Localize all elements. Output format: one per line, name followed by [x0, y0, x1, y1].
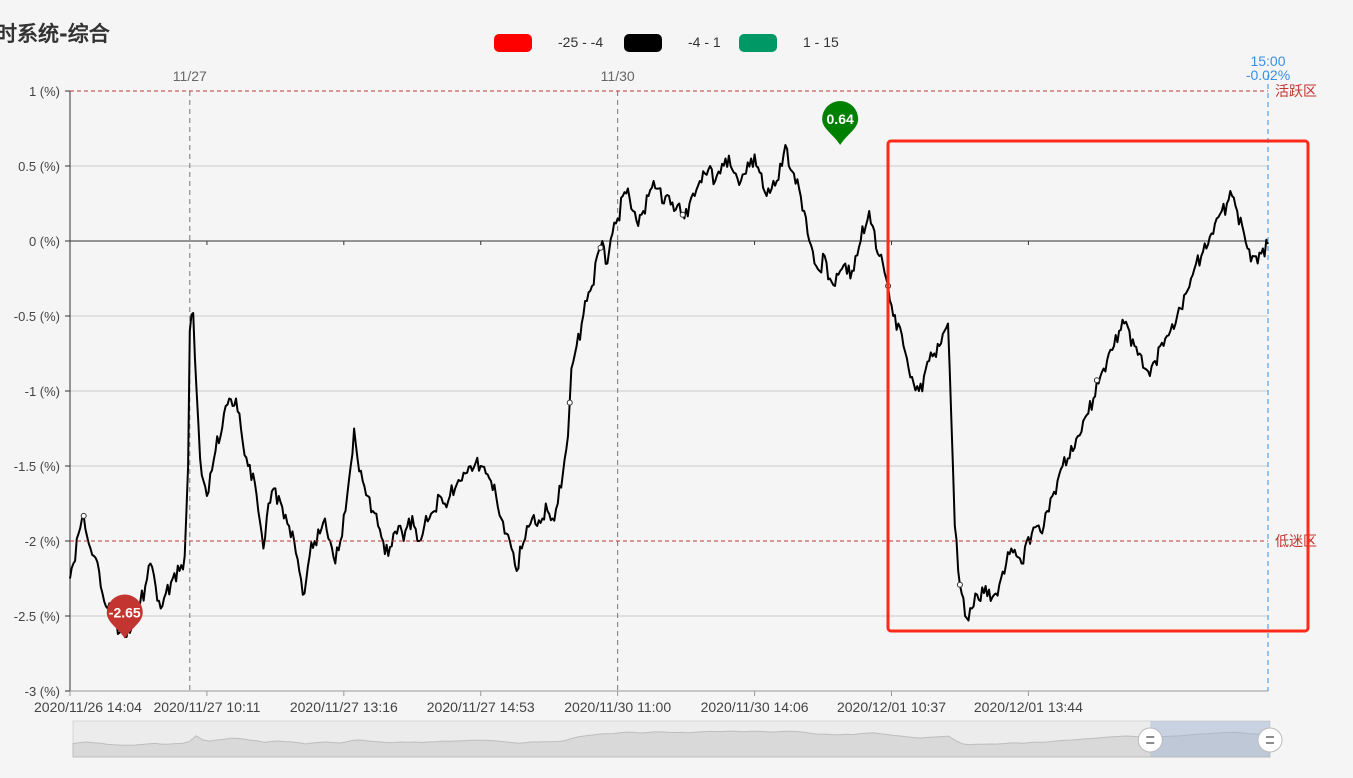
zoom-handle-knob [1137, 727, 1163, 753]
grid-lines [70, 91, 1268, 691]
legend-swatch [739, 34, 777, 52]
cursor-time-label: 15:00 [1250, 53, 1285, 69]
threshold-label: 活跃区 [1275, 83, 1317, 99]
x-tick-label: 2020/11/26 14:04 [34, 699, 142, 715]
y-tick-label: 0.5 (%) [18, 159, 60, 174]
y-tick-label: -0.5 (%) [14, 309, 60, 324]
data-point [1093, 377, 1100, 384]
highlight-box [886, 139, 1310, 633]
data-point [597, 244, 604, 251]
zoom-sparkline [72, 730, 1271, 758]
y-tick-label: 1 (%) [29, 84, 60, 99]
legend-swatch [624, 34, 662, 52]
x-tick-label: 2020/11/30 11:00 [564, 699, 671, 715]
cursor-value-label: -0.02% [1246, 67, 1290, 83]
x-tick-label: 2020/12/01 13:44 [974, 699, 1083, 715]
chart-title: 时系统-综合 [0, 22, 110, 46]
x-tick-label: 2020/12/01 10:37 [837, 699, 946, 715]
y-tick-label: -2.5 (%) [14, 609, 60, 624]
data-zoom[interactable] [72, 720, 1283, 758]
zoom-handle[interactable] [1137, 727, 1163, 753]
x-tick-label: 2020/11/30 14:06 [701, 699, 809, 715]
y-tick-label: -3 (%) [25, 684, 60, 699]
x-tick-label: 2020/11/27 14:53 [427, 699, 535, 715]
y-tick-label: -2 (%) [25, 534, 60, 549]
data-point [679, 211, 686, 218]
data-point [80, 512, 87, 519]
x-tick-label: 2020/11/27 10:11 [153, 699, 260, 715]
extreme-marker-label: -2.65 [109, 605, 141, 621]
y-tick-label: -1 (%) [25, 384, 60, 399]
axes: -3 (%) -2.5 (%) -2 (%) -1.5 (%) -1 (%) -0.5 (… [14, 84, 1268, 715]
legend-label: -25 - -4 [558, 34, 604, 50]
day-label: 11/30 [601, 68, 635, 84]
data-point [956, 581, 963, 588]
legend-label: 1 - 15 [803, 34, 839, 50]
price-line [69, 144, 1269, 638]
threshold-label: 低迷区 [1275, 533, 1317, 549]
extreme-marker-pin [106, 594, 143, 639]
day-label: 11/27 [173, 68, 207, 84]
legend-label: -4 - 1 [688, 34, 721, 50]
zoom-handle-knob [1257, 727, 1283, 753]
zoom-selection [1150, 721, 1270, 757]
zoom-handle[interactable] [1257, 727, 1283, 753]
extreme-marker-label: 0.64 [827, 111, 854, 127]
x-tick-label: 2020/11/27 13:16 [290, 699, 398, 715]
data-point [566, 399, 573, 406]
y-tick-label: -1.5 (%) [14, 459, 60, 474]
extreme-marker-pin [822, 101, 859, 145]
legend-swatch [494, 34, 532, 52]
y-tick-label: 0 (%) [29, 234, 60, 249]
